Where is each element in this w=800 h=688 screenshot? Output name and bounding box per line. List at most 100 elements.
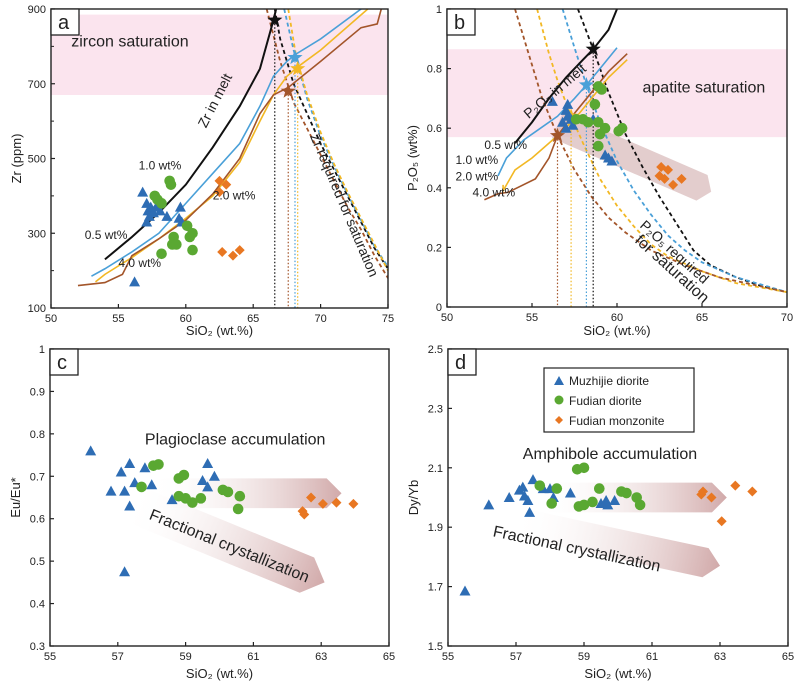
legend-entry-muzhijie: Muzhijie diorite [554,374,649,388]
data-point-diamond [214,175,225,186]
x-tick-label: 61 [646,651,658,663]
saturation-star-marker [290,60,306,76]
data-point-diamond [299,509,310,520]
y-tick-label: 1.7 [428,582,443,594]
data-point-diamond [659,173,670,184]
data-point-triangle [202,481,214,492]
data-point-triangle [595,497,607,508]
annotation-label: Zr required for saturation [307,131,382,279]
data-point-circle [232,503,244,515]
data-point-circle [593,116,604,128]
y-tick-label: 2.1 [428,463,443,475]
data-point-triangle [174,201,186,212]
x-tick-label: 63 [315,651,327,663]
data-point-triangle [115,466,127,477]
annotation-label: 1.0 wt% [139,159,182,173]
y-tick-label: 0.7 [30,471,45,483]
trend-arrow [551,112,712,201]
data-point-circle [156,248,167,260]
data-point-circle [616,122,628,134]
data-point-circle [594,483,605,494]
y-tick-label: 2.5 [428,344,443,356]
y-tick-label: 0.9 [30,386,45,398]
y-tick-label: 300 [28,228,46,240]
data-point-diamond [668,179,679,190]
data-point-triangle [606,155,618,166]
data-point-diamond [706,492,717,503]
data-point-triangle [527,474,539,485]
data-point-circle [187,497,198,508]
data-point-triangle [609,494,621,505]
data-point-triangle [139,462,151,473]
saturation-star-marker [585,41,601,56]
x-tick-label: 63 [714,651,726,663]
x-tick-label: 55 [526,312,538,324]
data-point-triangle [546,95,558,106]
data-point-triangle [119,566,131,577]
data-point-diamond [227,250,238,261]
required-curve-40 [514,9,787,293]
x-tick-label: 55 [112,313,124,325]
data-point-triangle [560,104,572,115]
y-tick-label: 500 [28,154,46,166]
series-muzhijie-diorite [129,186,188,287]
x-tick-label: 55 [44,651,56,663]
panel-label: c [57,352,67,374]
y-tick-label: 1.9 [428,522,443,534]
annotation-label: Plagioclase accumulation [145,431,326,448]
y-tick-label: 100 [28,303,46,315]
data-point-triangle [197,475,209,486]
required-curve-10 [561,9,787,293]
data-point-diamond [234,245,245,256]
panel-label-box [50,8,80,36]
x-tick-label: 59 [179,651,191,663]
data-point-diamond [716,516,727,527]
x-tick-label: 50 [441,312,453,324]
y-tick-label: 1 [436,4,442,16]
diamond-marker-icon [555,416,563,424]
annotation-label: 0.5 wt% [484,138,527,152]
x-tick-label: 57 [510,651,522,663]
legend: Muzhijie diorite Fudian diorite Fudian m… [543,367,695,433]
data-point-diamond [747,486,758,497]
saturation-star-marker [267,12,283,27]
annotation-label: apatite saturation [643,79,766,96]
series-fudian-monzonite [214,175,245,261]
annotation-label: zircon saturation [71,33,188,50]
required-curve-05 [273,9,388,270]
data-point-circle [222,486,234,498]
legend-entry-fudian-diorite: Fudian diorite [554,394,642,408]
required-curve-40 [265,9,388,279]
data-point-triangle [141,216,153,227]
series-fudian-diorite [570,81,628,152]
panel-label-box [49,348,79,376]
y-tick-label: 0.8 [30,429,45,441]
annotation-label: 4.0 wt% [118,256,161,270]
saturation-star-marker [549,127,566,143]
series-fudian-monzonite [297,492,359,520]
x-axis-title: SiO₂ (wt.%) [186,666,253,681]
data-point-circle [234,490,246,502]
plot-area [85,445,359,593]
annotation-label: 4.0 wt% [473,186,516,200]
data-point-diamond [331,497,342,508]
saturation-star-marker [287,49,303,65]
data-point-triangle [564,487,576,498]
data-point-circle [171,239,182,250]
saturation-star-marker [578,77,594,92]
data-point-triangle [567,119,579,130]
data-point-diamond [730,480,741,491]
saturation-star-marker [280,83,296,98]
data-point-circle [594,128,606,140]
y-tick-label: 0.3 [30,641,45,653]
series-fudian-monzonite [654,161,687,190]
x-tick-label: 65 [383,651,395,663]
saturation-band [51,14,388,95]
data-point-circle [187,244,198,256]
annotation-label: Amphibole accumulation [523,446,697,463]
data-point-diamond [676,173,687,184]
data-point-circle [589,99,601,110]
